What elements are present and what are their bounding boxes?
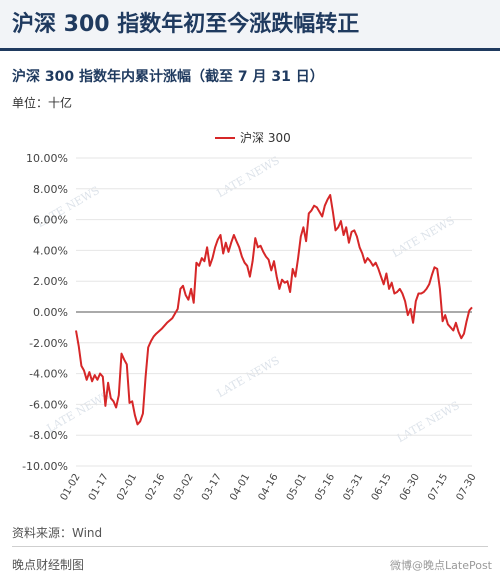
y-tick-label: 4.00% (33, 244, 68, 257)
x-axis-ticks: 01-02 01-17 02-01 02-16 03-02 03-17 04-01 04-16… (59, 472, 479, 503)
y-tick-label: -10.00% (22, 460, 68, 473)
y-tick-label: -2.00% (29, 337, 68, 350)
y-tick-label: -8.00% (29, 429, 68, 442)
y-tick-label: 2.00% (33, 275, 68, 288)
y-tick-label: 6.00% (33, 214, 68, 227)
x-tick-label: 07-30 (455, 472, 479, 503)
chart-grid (76, 157, 472, 467)
page-title: 沪深 300 指数年初至今涨跌幅转正 (12, 12, 360, 37)
y-tick-label: 8.00% (33, 183, 68, 196)
x-tick-label: 07-15 (426, 472, 450, 503)
x-tick-label: 01-17 (87, 472, 111, 503)
series-line (75, 194, 473, 426)
x-tick-label: 05-16 (313, 472, 337, 503)
y-tick-label: -4.00% (29, 368, 68, 381)
line-chart: LATE NEWS LATE NEWS LATE NEWS LATE NEWS LATE… (22, 131, 479, 503)
y-tick-label: -6.00% (29, 398, 68, 411)
x-tick-label: 01-02 (59, 472, 83, 503)
watermark-text: LATE NEWS (390, 214, 457, 260)
data-source: 资料来源：Wind (12, 526, 103, 540)
watermark-text: LATE NEWS (215, 154, 282, 200)
chart-subtitle: 沪深 300 指数年内累计涨幅（截至 7 月 31 日） (12, 69, 324, 85)
y-tick-label: 0.00% (33, 306, 68, 319)
x-tick-label: 03-17 (200, 472, 224, 503)
watermark-text: LATE NEWS (395, 399, 462, 445)
weibo-watermark: 微博@晚点LatePost (390, 559, 492, 572)
x-tick-label: 05-31 (341, 472, 365, 503)
x-tick-label: 04-16 (257, 472, 281, 503)
x-tick-label: 02-16 (143, 472, 167, 503)
y-tick-label: 10.00% (26, 152, 68, 165)
y-axis-ticks: 10.00% 8.00% 6.00% 4.00% 2.00% 0.00% -2.00% -4.… (22, 152, 68, 473)
x-tick-label: 06-15 (370, 472, 394, 503)
x-tick-label: 06-30 (398, 472, 422, 503)
legend-label: 沪深 300 (240, 131, 291, 145)
header-band (0, 0, 500, 51)
watermark-text: LATE NEWS (45, 389, 112, 435)
background-watermarks: LATE NEWS LATE NEWS LATE NEWS LATE NEWS LATE… (35, 154, 462, 445)
producer-credit: 晚点财经制图 (12, 558, 85, 572)
x-tick-label: 03-02 (172, 472, 196, 503)
x-tick-label: 04-01 (228, 472, 252, 503)
x-tick-label: 05-01 (285, 472, 309, 503)
x-tick-label: 02-01 (115, 472, 139, 503)
footer-divider (12, 546, 488, 547)
unit-label: 单位：十亿 (12, 96, 73, 110)
watermark-text: LATE NEWS (215, 354, 282, 400)
legend: 沪深 300 (215, 131, 291, 145)
